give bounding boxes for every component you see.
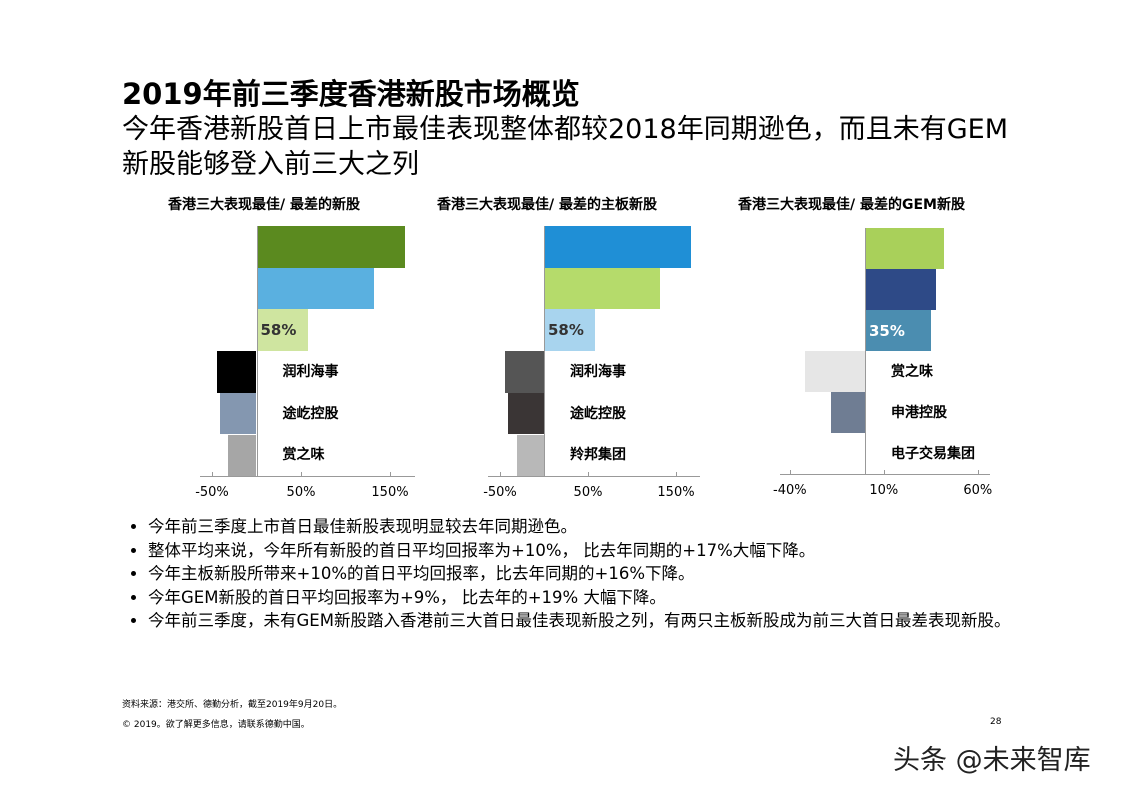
x-axis <box>780 474 990 475</box>
bullet-item: 今年GEM新股的首日平均回报率为+9%， 比去年的+19% 大幅下降。 <box>148 586 1048 610</box>
category-label: 申港控股 <box>891 404 947 421</box>
value-label: 35% <box>869 321 905 340</box>
chart-title: 香港三大表现最佳/ 最差的主板新股 <box>437 197 657 213</box>
bullet-item: 整体平均来说，今年所有新股的首日平均回报率为+10%， 比去年同期的+17%大幅… <box>148 539 1048 563</box>
value-label: 58% <box>260 321 297 340</box>
tick-label: -50% <box>483 485 517 500</box>
tick-mark <box>977 470 979 475</box>
watermark: 头条 @未来智库 <box>893 745 1091 776</box>
tick-label: -50% <box>195 485 229 500</box>
source-note: 资料来源：港交所、德勤分析，截至2019年9月20日。 <box>122 700 343 710</box>
category-label: 羚邦集团 <box>570 447 626 464</box>
category-label: 途屹控股 <box>282 405 339 422</box>
bullet-item: 今年前三季度上市首日最佳新股表现明显较去年同期逊色。 <box>148 515 1048 539</box>
bullet-item: 今年前三季度，未有GEM新股踏入香港前三大首日最佳表现新股之列，有两只主板新股成… <box>148 609 1048 633</box>
bar <box>544 267 661 310</box>
page-number: 28 <box>990 717 1002 727</box>
category-label: 赏之味 <box>282 447 325 464</box>
tick-label: 50% <box>573 485 603 500</box>
bar <box>228 434 257 477</box>
tick-label: 10% <box>869 483 899 498</box>
tick-label: 50% <box>286 485 316 500</box>
bar <box>865 228 944 269</box>
value-label: 58% <box>548 321 584 340</box>
tick-mark <box>676 472 677 477</box>
bar <box>256 267 374 310</box>
bar <box>516 434 544 477</box>
bar <box>865 310 931 351</box>
category-label: 润利海事 <box>570 363 626 380</box>
chart-title: 香港三大表现最佳/ 最差的GEM新股 <box>738 197 965 213</box>
tick-mark <box>390 472 391 477</box>
tick-mark <box>588 472 589 477</box>
page-subtitle: 今年香港新股首日上市最佳表现整体都较2018年同期逊色，而且未有GEM新股能够登… <box>122 114 1008 180</box>
chart-title: 香港三大表现最佳/ 最差的新股 <box>168 197 360 213</box>
bar <box>256 226 406 268</box>
zero-line <box>544 226 545 476</box>
bar <box>505 351 544 393</box>
bar <box>220 392 257 435</box>
zero-line <box>256 226 258 476</box>
bar <box>507 392 544 435</box>
bullet-list: 今年前三季度上市首日最佳新股表现明显较去年同期逊色。 整体平均来说，今年所有新股… <box>128 515 1048 633</box>
tick-mark <box>212 472 213 477</box>
page-title: 2019年前三季度香港新股市场概览 <box>122 77 580 111</box>
x-axis <box>488 476 700 477</box>
zero-line <box>865 228 866 474</box>
tick-label: 150% <box>371 485 409 500</box>
category-label: 电子交易集团 <box>891 445 975 462</box>
bar <box>544 309 596 352</box>
tick-mark <box>883 470 885 475</box>
category-label: 润利海事 <box>282 363 339 380</box>
tick-label: 60% <box>963 483 993 498</box>
category-label: 途屹控股 <box>570 405 626 422</box>
bullet-item: 今年主板新股所带来+10%的首日平均回报率，比去年同期的+16%下降。 <box>148 562 1048 586</box>
bar <box>544 226 691 268</box>
bar <box>865 269 937 310</box>
tick-label: 150% <box>657 485 695 500</box>
bar <box>831 392 865 433</box>
copyright: © 2019。欲了解更多信息，请联系德勤中国。 <box>122 720 310 730</box>
tick-label: -40% <box>773 483 807 498</box>
tick-mark <box>500 472 501 477</box>
bar <box>256 309 309 352</box>
tick-mark <box>301 472 302 477</box>
bar <box>804 351 865 392</box>
category-label: 赏之味 <box>891 363 933 380</box>
tick-mark <box>789 470 791 475</box>
x-axis <box>200 476 415 477</box>
bar <box>217 351 257 393</box>
